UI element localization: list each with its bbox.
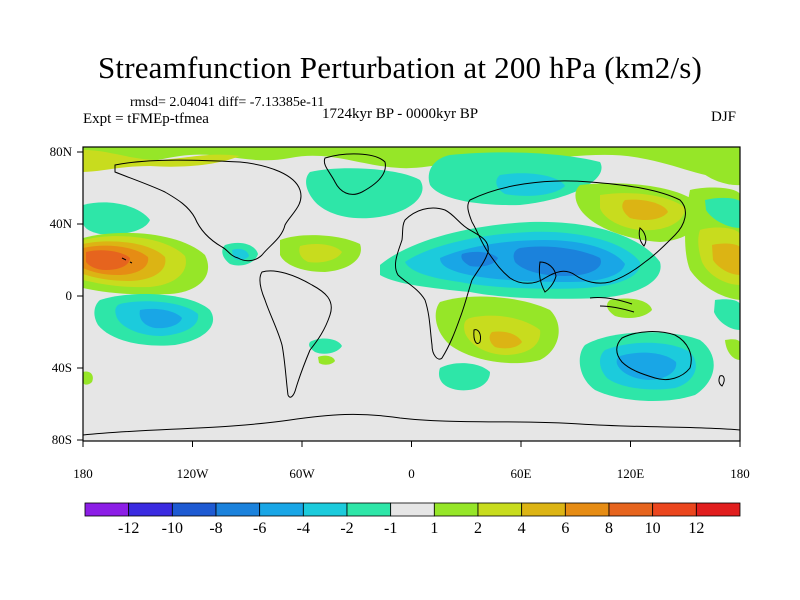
colorbar-label: -8 xyxy=(209,520,222,537)
x-tick-marks xyxy=(82,441,741,447)
colorbar-label: 8 xyxy=(605,520,613,537)
y-tick-marks xyxy=(77,151,83,441)
colorbar-labels: -12 -10 -8 -6 -4 -2 -1 1 2 4 6 8 10 12 xyxy=(118,520,704,537)
colorbar-label: -10 xyxy=(162,520,183,537)
contour-epacific-core xyxy=(86,250,130,270)
plot-title: Streamfunction Perturbation at 200 hPa (… xyxy=(97,50,703,85)
colorbar-box xyxy=(302,502,348,517)
experiment-label: Expt = tFMEp-tfmea xyxy=(83,111,209,127)
new-zealand-coast xyxy=(718,375,725,387)
colorbar-label: -6 xyxy=(253,520,266,537)
colorbar-label: -12 xyxy=(118,520,139,537)
colorbar-label: -1 xyxy=(384,520,397,537)
colorbar-label: -2 xyxy=(340,520,353,537)
x-tick-label: 120E xyxy=(617,466,645,481)
colorbar-box xyxy=(390,502,435,517)
contour-east-sneg xyxy=(714,299,740,330)
contour-east-spos xyxy=(725,339,740,360)
x-tick-label: 180 xyxy=(73,466,93,481)
coastlines xyxy=(83,153,740,436)
contour-arctic-warm xyxy=(83,150,240,172)
contour-samerica-pos xyxy=(318,355,335,365)
colorbar-box xyxy=(128,502,173,517)
x-tick-label: 180 xyxy=(730,466,750,481)
europe-africa-coast xyxy=(395,207,489,360)
contour-atlantic-core xyxy=(299,244,342,263)
colorbar-box xyxy=(521,502,566,517)
contour-nw-atlantic-neg xyxy=(83,202,150,235)
x-tick-label: 120W xyxy=(177,466,210,481)
contour-sindian-core xyxy=(489,331,522,349)
indonesia-coast xyxy=(589,297,635,313)
x-tick-label: 60E xyxy=(511,466,532,481)
contour-siberia-core xyxy=(496,173,565,196)
colorbar-box xyxy=(84,502,130,517)
contour-asia-core xyxy=(513,246,601,276)
madagascar-coast xyxy=(473,329,481,344)
contour-east-core xyxy=(712,243,740,275)
period-label: 1724kyr BP - 0000kyr BP xyxy=(322,106,479,122)
contour-satlantic-neg xyxy=(438,363,490,391)
x-tick-label: 0 xyxy=(408,466,415,481)
australia-coast xyxy=(616,331,692,381)
colorbar-box xyxy=(652,502,697,517)
colorbar-label: 1 xyxy=(430,520,438,537)
colorbar-label: 4 xyxy=(518,520,526,537)
contour-greenland-neg xyxy=(306,168,423,219)
y-tick-label: 80S xyxy=(52,432,72,447)
colorbar-label: 6 xyxy=(561,520,569,537)
colorbar-box xyxy=(433,502,479,517)
y-tick-label: 0 xyxy=(66,288,73,303)
y-tick-label: 40S xyxy=(52,360,72,375)
contour-alaska-neg xyxy=(705,197,740,228)
colorbar-box xyxy=(171,502,217,517)
contour-fields xyxy=(83,147,740,436)
colorbar-label: 10 xyxy=(645,520,661,537)
colorbar-box xyxy=(259,502,304,517)
colorbar-box xyxy=(695,502,741,517)
colorbar xyxy=(84,502,741,517)
colorbar-box xyxy=(215,502,261,517)
antarctica-coast xyxy=(83,413,740,436)
contour-npacific-core xyxy=(622,199,668,220)
asia-coast xyxy=(467,180,686,284)
x-tick-label: 60W xyxy=(289,466,315,481)
contour-west-spos xyxy=(83,371,93,385)
colorbar-box xyxy=(477,502,523,517)
colorbar-label: 2 xyxy=(474,520,482,537)
colorbar-label: 12 xyxy=(688,520,704,537)
colorbar-box xyxy=(608,502,654,517)
contour-samerica-neg xyxy=(309,338,342,354)
japan-coast xyxy=(638,227,647,247)
contour-australia-core xyxy=(616,352,677,380)
rmsd-label: rmsd= 2.04041 diff= -7.13385e-11 xyxy=(130,95,325,110)
india-coast xyxy=(538,261,557,293)
contour-spacific-core xyxy=(139,308,182,329)
hawaii-islands xyxy=(121,257,133,264)
y-tick-label: 40N xyxy=(50,216,73,231)
contour-arabia-core xyxy=(461,251,498,267)
colorbar-box xyxy=(564,502,610,517)
y-tick-label: 80N xyxy=(50,144,73,159)
contour-ne-pos xyxy=(700,162,740,186)
north-america-coast xyxy=(114,159,302,262)
south-america-coast xyxy=(259,270,332,398)
contour-wpacific-pos xyxy=(607,298,652,318)
season-label: DJF xyxy=(711,109,737,125)
colorbar-label: -4 xyxy=(297,520,310,537)
greenland-coast xyxy=(323,153,386,195)
colorbar-box xyxy=(346,502,392,517)
contour-arctic-positive xyxy=(83,147,740,180)
